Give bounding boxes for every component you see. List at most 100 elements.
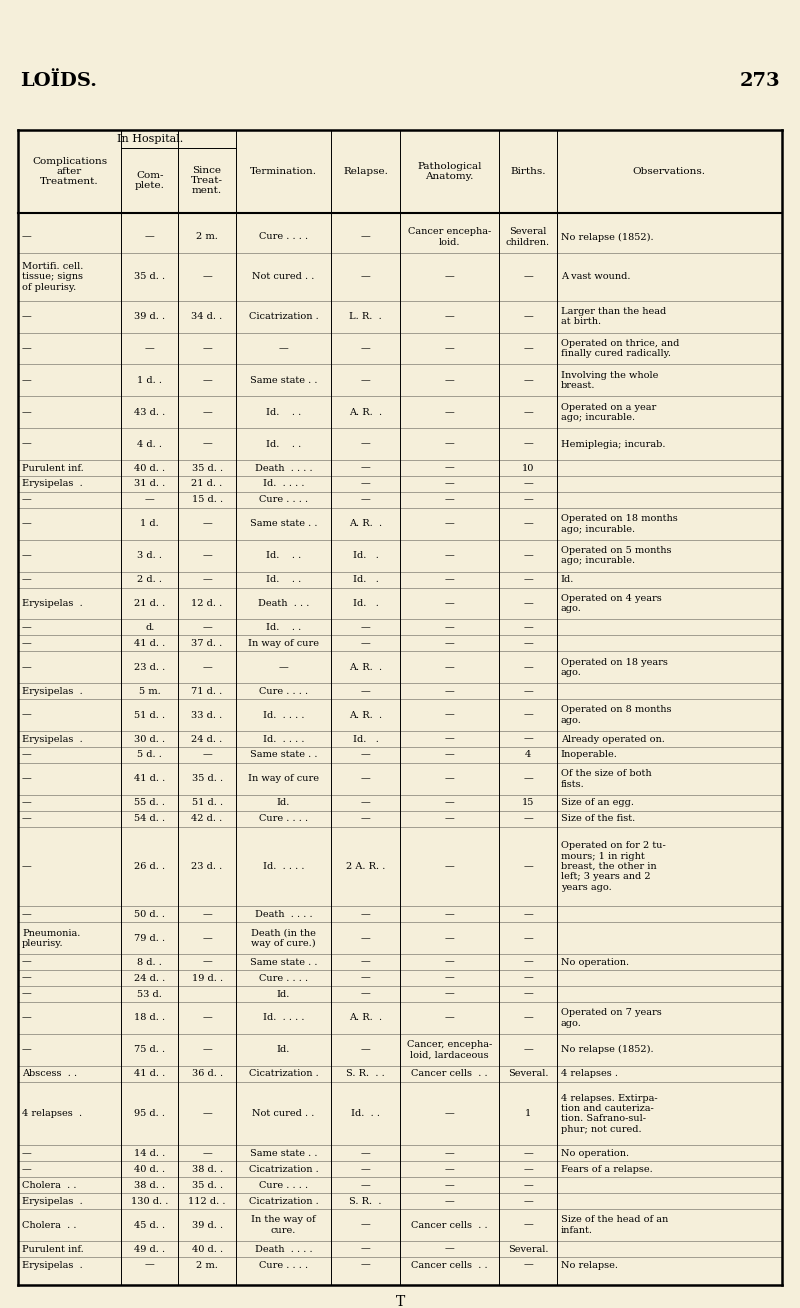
Text: —: — — [22, 519, 32, 528]
Text: —: — — [22, 663, 32, 672]
Text: —: — — [202, 663, 212, 672]
Text: —: — — [445, 496, 454, 505]
Text: Relapse.: Relapse. — [343, 167, 388, 177]
Text: —: — — [202, 272, 212, 281]
Text: —: — — [361, 463, 370, 472]
Text: —: — — [445, 623, 454, 632]
Text: —: — — [361, 751, 370, 760]
Text: —: — — [445, 1197, 454, 1206]
Text: —: — — [523, 1045, 533, 1054]
Text: —: — — [361, 496, 370, 505]
Text: —: — — [22, 233, 32, 242]
Text: 2 d. .: 2 d. . — [138, 576, 162, 585]
Text: Id.    . .: Id. . . — [266, 551, 301, 560]
Text: 40 d. .: 40 d. . — [191, 1245, 222, 1253]
Text: —: — — [22, 623, 32, 632]
Text: In the way of
cure.: In the way of cure. — [251, 1215, 316, 1235]
Text: —: — — [445, 375, 454, 385]
Text: 112 d. .: 112 d. . — [188, 1197, 226, 1206]
Text: Hemiplegia; incurab.: Hemiplegia; incurab. — [561, 439, 665, 449]
Text: 21 d. .: 21 d. . — [191, 480, 222, 488]
Text: —: — — [523, 687, 533, 696]
Text: 15 d. .: 15 d. . — [191, 496, 222, 505]
Text: —: — — [445, 798, 454, 807]
Text: 19 d. .: 19 d. . — [191, 973, 222, 982]
Text: —: — — [445, 463, 454, 472]
Text: L. R.  .: L. R. . — [350, 313, 382, 322]
Text: Id.: Id. — [277, 798, 290, 807]
Text: Size of the head of an
infant.: Size of the head of an infant. — [561, 1215, 668, 1235]
Text: Death (in the
way of cure.): Death (in the way of cure.) — [251, 929, 316, 948]
Text: Id.   .: Id. . — [353, 735, 378, 743]
Text: Cicatrization .: Cicatrization . — [249, 1197, 318, 1206]
Text: —: — — [523, 1220, 533, 1230]
Text: —: — — [361, 1181, 370, 1190]
Text: —: — — [523, 990, 533, 998]
Text: —: — — [202, 344, 212, 353]
Text: —: — — [22, 576, 32, 585]
Text: No relapse (1852).: No relapse (1852). — [561, 233, 654, 242]
Text: —: — — [22, 973, 32, 982]
Text: —: — — [523, 272, 533, 281]
Text: —: — — [445, 480, 454, 488]
Text: —: — — [445, 751, 454, 760]
Text: —: — — [202, 957, 212, 967]
Text: —: — — [22, 798, 32, 807]
Text: 4 relapses  .: 4 relapses . — [22, 1109, 82, 1118]
Text: Id.    . .: Id. . . — [266, 576, 301, 585]
Text: —: — — [22, 1165, 32, 1173]
Text: —: — — [523, 599, 533, 608]
Text: Cancer cells  . .: Cancer cells . . — [411, 1069, 488, 1078]
Text: 43 d. .: 43 d. . — [134, 408, 166, 417]
Text: —: — — [523, 551, 533, 560]
Text: Fears of a relapse.: Fears of a relapse. — [561, 1165, 652, 1173]
Text: 54 d. .: 54 d. . — [134, 814, 166, 823]
Text: Same state . .: Same state . . — [250, 375, 318, 385]
Text: —: — — [523, 1261, 533, 1270]
Text: —: — — [523, 313, 533, 322]
Text: Death  . . . .: Death . . . . — [254, 1245, 312, 1253]
Text: Erysipelas  .: Erysipelas . — [22, 687, 82, 696]
Text: —: — — [22, 313, 32, 322]
Text: Since
Treat-
ment.: Since Treat- ment. — [191, 166, 223, 195]
Text: Operated on 18 years
ago.: Operated on 18 years ago. — [561, 658, 667, 678]
Text: —: — — [22, 496, 32, 505]
Text: —: — — [22, 344, 32, 353]
Text: Id.    . .: Id. . . — [266, 408, 301, 417]
Text: —: — — [145, 496, 154, 505]
Text: 35 d. .: 35 d. . — [191, 463, 222, 472]
Text: Erysipelas  .: Erysipelas . — [22, 735, 82, 743]
Text: —: — — [523, 344, 533, 353]
Text: —: — — [523, 774, 533, 783]
Text: 1: 1 — [525, 1109, 531, 1118]
Text: —: — — [445, 272, 454, 281]
Text: —: — — [202, 576, 212, 585]
Text: —: — — [361, 957, 370, 967]
Text: Id.   .: Id. . — [353, 551, 378, 560]
Text: —: — — [445, 973, 454, 982]
Text: A. R.  .: A. R. . — [349, 1014, 382, 1023]
Text: Cure . . . .: Cure . . . . — [259, 973, 308, 982]
Text: S. R.  . .: S. R. . . — [346, 1069, 385, 1078]
Text: Cancer cells  . .: Cancer cells . . — [411, 1261, 488, 1270]
Text: 1 d.: 1 d. — [141, 519, 159, 528]
Text: Same state . .: Same state . . — [250, 957, 318, 967]
Text: Id.  . . . .: Id. . . . . — [262, 862, 304, 871]
Text: T: T — [395, 1295, 405, 1308]
Text: Size of an egg.: Size of an egg. — [561, 798, 634, 807]
Text: —: — — [202, 1148, 212, 1158]
Text: 12 d. .: 12 d. . — [191, 599, 222, 608]
Text: Operated on a year
ago; incurable.: Operated on a year ago; incurable. — [561, 403, 656, 422]
Text: Death  . . . .: Death . . . . — [254, 910, 312, 918]
Text: —: — — [361, 375, 370, 385]
Text: Inoperable.: Inoperable. — [561, 751, 618, 760]
Text: Id.  . .: Id. . . — [351, 1109, 380, 1118]
Text: —: — — [145, 1261, 154, 1270]
Text: 40 d. .: 40 d. . — [134, 1165, 166, 1173]
Text: Id.  . . . .: Id. . . . . — [262, 1014, 304, 1023]
Text: —: — — [523, 973, 533, 982]
Text: 21 d. .: 21 d. . — [134, 599, 166, 608]
Text: Several.: Several. — [508, 1245, 548, 1253]
Text: Cure . . . .: Cure . . . . — [259, 687, 308, 696]
Text: 41 d. .: 41 d. . — [134, 774, 166, 783]
